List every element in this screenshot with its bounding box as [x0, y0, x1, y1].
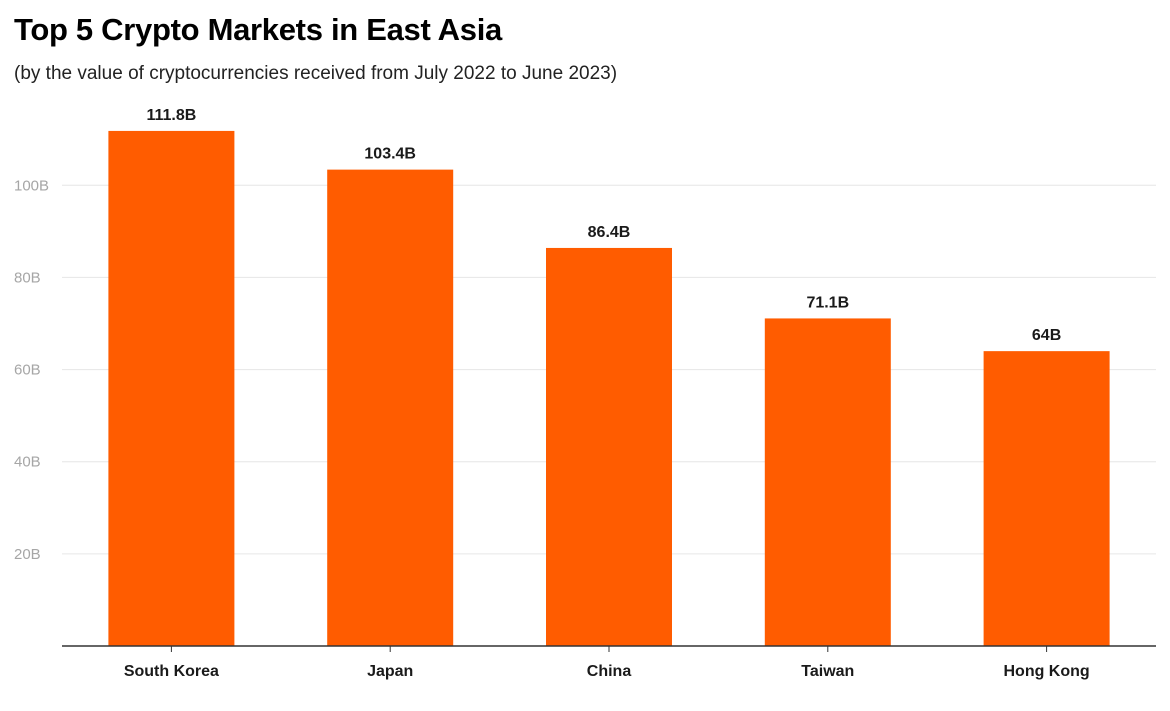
bar	[764, 318, 891, 646]
y-tick-label: 60B	[14, 362, 41, 379]
data-label: 86.4B	[588, 224, 631, 241]
x-axis	[62, 645, 1156, 652]
y-tick-label: 20B	[14, 546, 41, 563]
chart-title: Top 5 Crypto Markets in East Asia	[14, 12, 502, 47]
data-label: 64B	[1032, 327, 1061, 344]
x-tick-label: Hong Kong	[1003, 663, 1089, 680]
bar	[327, 169, 454, 646]
x-tick-label: South Korea	[124, 663, 219, 680]
labels: 20B 40B 60B 80B 100B 111.8B South Korea 103.4B J…	[14, 107, 1090, 680]
data-label: 103.4B	[364, 146, 416, 163]
data-label: 71.1B	[806, 294, 849, 311]
y-tick-label: 80B	[14, 269, 41, 286]
x-tick-label: Taiwan	[801, 663, 854, 680]
bars	[108, 130, 1110, 646]
x-tick-label: Japan	[367, 663, 413, 680]
y-tick-label: 40B	[14, 454, 41, 471]
bar	[108, 130, 235, 646]
bar	[546, 247, 672, 646]
data-label: 111.8B	[146, 107, 196, 124]
bar	[983, 351, 1110, 646]
chart-subtitle: (by the value of cryptocurrencies receiv…	[14, 63, 618, 84]
x-tick-label: China	[587, 663, 632, 680]
y-tick-label: 100B	[14, 177, 49, 194]
